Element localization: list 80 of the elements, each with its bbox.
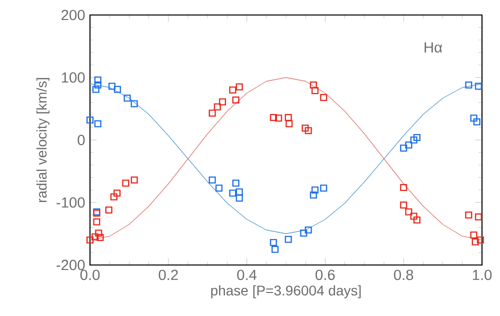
point xyxy=(410,136,418,144)
x-axis-title: phase [P=3.96004 days] xyxy=(211,285,361,298)
point xyxy=(94,76,102,84)
point xyxy=(271,246,279,253)
point xyxy=(275,114,282,122)
point xyxy=(86,116,94,124)
point xyxy=(286,120,293,128)
point xyxy=(400,144,408,152)
x-tick-label: 0.8 xyxy=(394,270,414,280)
point xyxy=(208,176,216,184)
point xyxy=(413,216,420,224)
point xyxy=(311,186,319,194)
point xyxy=(474,213,482,220)
point xyxy=(302,124,309,132)
point xyxy=(236,188,243,196)
point xyxy=(92,86,100,93)
point xyxy=(476,236,484,244)
point xyxy=(310,191,317,199)
point xyxy=(405,208,412,216)
point xyxy=(232,180,240,187)
x-tick-label: 0.4 xyxy=(237,270,257,280)
point xyxy=(124,94,131,102)
point xyxy=(218,98,226,106)
x-tick-label: 0.2 xyxy=(158,270,178,280)
point xyxy=(92,233,99,240)
point xyxy=(405,141,412,149)
point xyxy=(474,82,482,90)
point xyxy=(465,211,472,219)
point xyxy=(284,114,292,122)
y-tick-label: 0 xyxy=(78,134,85,146)
point xyxy=(300,230,308,237)
x-tick-label: 0.6 xyxy=(316,270,335,280)
point xyxy=(214,103,221,110)
x-tick-label: 0.0 xyxy=(80,270,100,280)
point xyxy=(270,238,277,246)
point xyxy=(130,100,138,108)
point xyxy=(114,190,121,197)
annotation: Hα xyxy=(424,42,442,53)
point xyxy=(304,127,312,134)
point xyxy=(473,118,480,126)
point xyxy=(413,134,420,142)
point xyxy=(311,87,319,94)
y-tick-label: 200 xyxy=(62,10,85,20)
point xyxy=(86,236,94,244)
point xyxy=(284,236,292,243)
point xyxy=(215,184,222,192)
point xyxy=(93,218,100,226)
point xyxy=(95,230,102,237)
point xyxy=(400,184,408,192)
point xyxy=(465,81,472,89)
point xyxy=(94,120,102,128)
y-tick-label: -200 xyxy=(56,260,85,270)
point xyxy=(130,176,138,184)
point xyxy=(236,83,243,90)
point xyxy=(470,114,478,122)
point xyxy=(229,190,236,197)
point xyxy=(208,110,216,117)
y-tick-label: 100 xyxy=(62,72,85,83)
point xyxy=(110,193,118,200)
point xyxy=(122,180,130,187)
point xyxy=(320,94,328,102)
y-axis-title: radial velocity [km/s] xyxy=(36,78,50,202)
point xyxy=(96,234,104,242)
point xyxy=(270,114,277,122)
point xyxy=(94,81,102,89)
y-tick-label: -100 xyxy=(56,197,85,208)
point xyxy=(304,226,312,234)
point xyxy=(400,201,408,209)
point xyxy=(470,231,478,239)
point xyxy=(229,86,236,94)
point xyxy=(410,212,418,220)
point xyxy=(232,96,240,104)
point xyxy=(108,82,116,90)
point xyxy=(310,81,317,89)
point xyxy=(320,184,328,192)
x-tick-label: 1.0 xyxy=(472,270,492,280)
point xyxy=(105,206,112,214)
point xyxy=(114,86,121,93)
point xyxy=(236,194,243,202)
point xyxy=(472,238,479,246)
